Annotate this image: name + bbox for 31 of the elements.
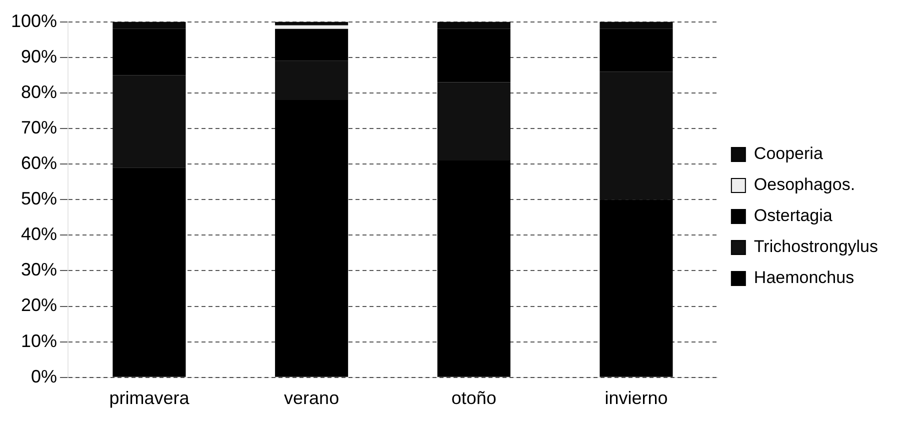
bar (275, 25, 348, 29)
x-tick-label: primavera (109, 388, 190, 408)
y-tick-label: 50% (21, 188, 58, 209)
bar (437, 160, 510, 377)
bar (275, 60, 348, 100)
legend-label: Trichostrongylus (754, 237, 878, 256)
x-tick-label: verano (284, 388, 340, 408)
y-tick-label: 20% (21, 295, 58, 316)
bar (600, 72, 673, 200)
bar (112, 168, 186, 377)
legend-label: Ostertagia (754, 206, 833, 226)
bar (600, 200, 673, 377)
legend-label: Oesophagos. (754, 175, 856, 194)
y-tick-label: 60% (21, 153, 58, 174)
legend-label: Cooperia (754, 144, 824, 164)
bar (275, 28, 348, 61)
bar (112, 75, 186, 168)
y-tick-label: 70% (21, 117, 58, 138)
y-tick-label: 10% (21, 330, 58, 351)
x-tick-label: invierno (604, 388, 668, 408)
y-tick-label: 80% (21, 82, 58, 102)
x-tick-label: otoño (451, 388, 496, 408)
bar (437, 82, 510, 160)
y-tick-label: 0% (31, 366, 58, 386)
bar (275, 100, 348, 377)
y-tick-label: 100% (10, 10, 58, 31)
legend-label: Haemonchus (754, 268, 854, 288)
bar (275, 22, 348, 26)
y-tick-label: 90% (21, 46, 58, 66)
y-tick-label: 30% (21, 260, 58, 280)
y-tick-label: 40% (21, 224, 58, 244)
